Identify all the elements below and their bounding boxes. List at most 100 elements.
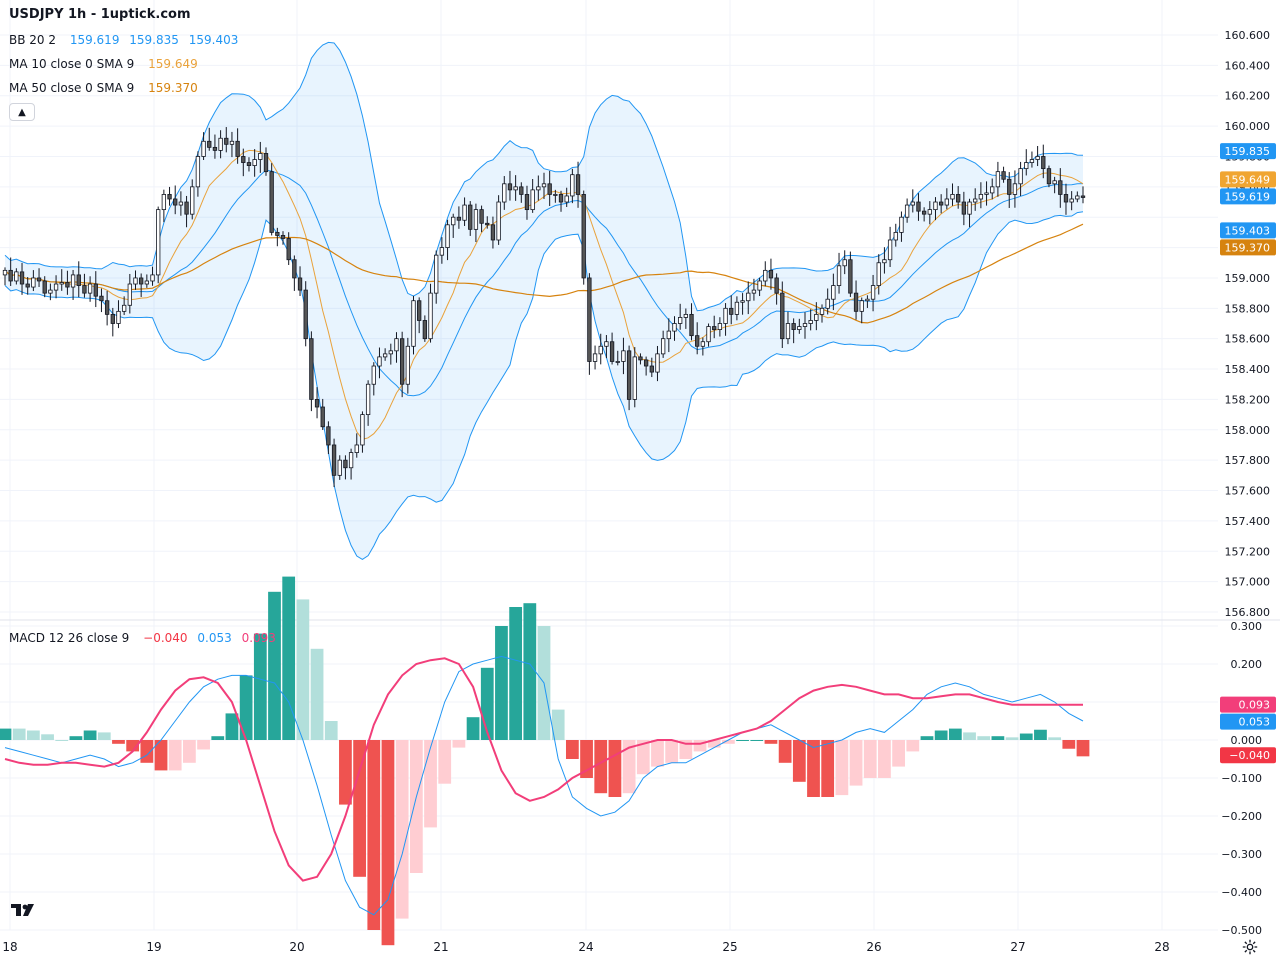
candle-body xyxy=(87,283,93,294)
candle-body xyxy=(643,359,649,367)
macd-histogram-bar xyxy=(707,740,721,748)
legend-ma50[interactable]: MA 50 close 0 SMA 9 159.370 xyxy=(9,80,204,96)
candle-body xyxy=(252,159,257,166)
price-tick-label: 160.200 xyxy=(1225,90,1271,103)
candle-body xyxy=(621,350,626,362)
candlestick-series[interactable] xyxy=(2,127,1086,488)
candle-body xyxy=(473,209,479,230)
candle-body xyxy=(831,285,836,300)
time-tick-label: 28 xyxy=(1154,940,1169,954)
candle-body xyxy=(36,277,42,282)
macd-histogram-bar xyxy=(268,591,281,740)
legend-ma10[interactable]: MA 10 close 0 SMA 9 159.649 xyxy=(9,56,204,72)
signal-line xyxy=(4,657,1083,882)
candle-body xyxy=(167,194,172,200)
candle-body xyxy=(156,209,161,276)
candle-body xyxy=(604,341,609,347)
candle-body xyxy=(490,224,496,241)
candle-body xyxy=(530,189,535,211)
macd-histogram-bar xyxy=(551,709,565,740)
candle-body xyxy=(348,452,354,469)
legend-ma10-label: MA 10 close 0 SMA 9 xyxy=(9,57,135,71)
macd-histogram-bar xyxy=(963,732,976,740)
legend-bb[interactable]: BB 20 2 159.619 159.835 159.403 xyxy=(9,32,244,48)
time-tick-label: 25 xyxy=(722,940,737,954)
candle-body xyxy=(774,277,779,294)
candle-body xyxy=(995,171,1001,188)
candle-body xyxy=(1052,180,1057,185)
macd-histogram-bar xyxy=(296,599,310,740)
macd-badge: −0.040 xyxy=(1220,747,1276,764)
macd-histogram-bar xyxy=(0,728,12,740)
macd-histogram-bar xyxy=(736,740,749,741)
price-tick-label: 158.000 xyxy=(1225,424,1271,437)
candle-body xyxy=(519,186,524,195)
collapse-legend-button[interactable]: ▲ xyxy=(9,103,35,121)
candle-body xyxy=(1029,159,1035,163)
candle-body xyxy=(978,194,984,200)
candle-body xyxy=(876,262,881,286)
candle-body xyxy=(870,285,876,300)
candle-body xyxy=(536,186,541,191)
candle-body xyxy=(19,271,25,285)
macd-histogram-bar xyxy=(849,740,863,786)
candle-body xyxy=(609,341,615,362)
candle-body xyxy=(82,285,87,294)
candle-body xyxy=(139,277,144,285)
macd-axis[interactable]: 0.3000.2000.1000.000−0.100−0.200−0.300−0… xyxy=(1221,620,1262,937)
candle-body xyxy=(615,361,620,363)
candle-body xyxy=(848,259,853,294)
price-badge-text: 159.529 xyxy=(1225,207,1271,220)
candle-body xyxy=(411,300,416,347)
candle-body xyxy=(116,310,121,324)
price-badge: 159.403 xyxy=(1220,222,1276,239)
candle-body xyxy=(1046,168,1052,185)
price-badge-box xyxy=(1220,171,1276,188)
candle-body xyxy=(944,198,949,206)
candle-body xyxy=(280,235,286,239)
price-badge-text: 159.649 xyxy=(1225,173,1271,186)
price-tick-label: 159.000 xyxy=(1225,272,1271,285)
candle-body xyxy=(683,313,689,318)
price-badge-box xyxy=(1220,188,1276,205)
candle-body xyxy=(734,301,740,315)
price-tick-label: 158.200 xyxy=(1225,393,1271,406)
candle-body xyxy=(399,338,405,385)
macd-histogram-bar xyxy=(324,721,338,740)
candle-body xyxy=(791,323,796,330)
candle-body xyxy=(371,365,376,385)
candle-body xyxy=(910,201,915,206)
candle-body xyxy=(819,307,825,315)
candle-body xyxy=(893,231,898,241)
macd-histogram-bar xyxy=(424,740,437,828)
price-axis[interactable]: 160.600160.400160.200160.000159.800159.6… xyxy=(1225,29,1271,619)
candle-body xyxy=(354,444,359,453)
grid-lines xyxy=(0,0,1280,931)
candle-body xyxy=(513,186,518,191)
price-tick-label: 160.400 xyxy=(1225,59,1271,72)
candle-body xyxy=(1012,183,1018,195)
candle-body xyxy=(150,274,155,282)
candle-body xyxy=(331,444,337,476)
candle-body xyxy=(127,283,132,306)
legend-macd[interactable]: MACD 12 26 close 9 −0.040 0.053 0.093 xyxy=(9,630,282,646)
time-axis[interactable]: 18 19 20 21 24 25 26 27 28 xyxy=(2,940,1169,954)
macd-histogram-bar xyxy=(69,736,83,740)
macd-histogram-bar xyxy=(211,736,225,740)
candle-body xyxy=(178,201,184,206)
gear-icon[interactable] xyxy=(1241,938,1259,956)
candle-body xyxy=(110,313,115,324)
candle-body xyxy=(655,353,660,373)
candle-body xyxy=(1018,168,1023,185)
candle-body xyxy=(660,338,666,355)
candle-body xyxy=(598,345,603,355)
macd-histogram-bar xyxy=(466,717,480,740)
chart-title: USDJPY 1h - 1uptick.com xyxy=(9,7,191,22)
indicator-lines xyxy=(4,41,1084,560)
candle-body xyxy=(757,280,762,291)
tradingview-logo-icon[interactable] xyxy=(10,900,38,920)
candle-body xyxy=(507,183,513,191)
candle-body xyxy=(706,326,711,343)
candle-body xyxy=(297,277,303,291)
